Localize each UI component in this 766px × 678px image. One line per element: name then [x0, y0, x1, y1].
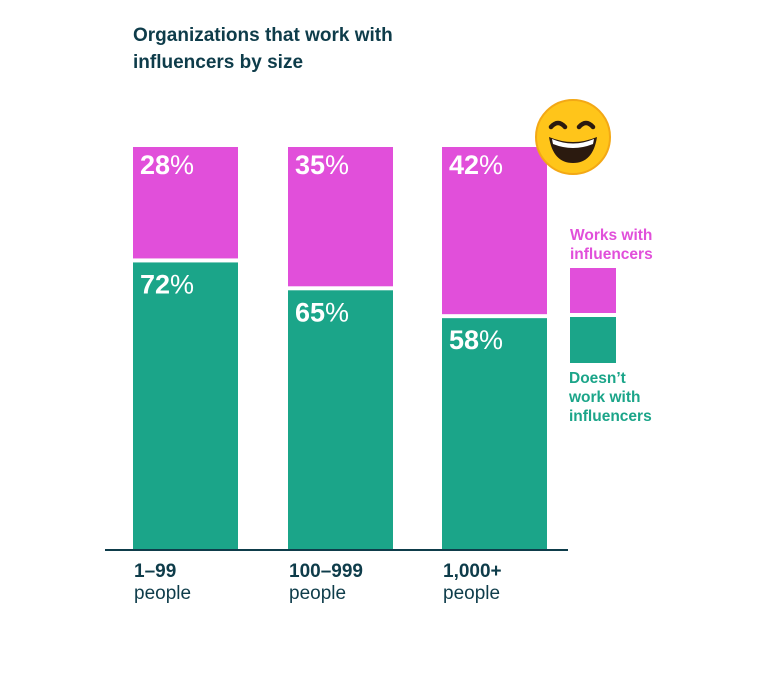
data-label-works-0: 28% [140, 150, 194, 180]
bar-doesnt-1 [288, 290, 393, 549]
x-tick-label-top-2: 1,000+ [443, 561, 502, 582]
chart-title: Organizations that work with influencers… [133, 25, 393, 73]
legend-swatch-works [570, 268, 616, 313]
x-tick-label-top-0: 1–99 [134, 561, 176, 582]
data-label-works-1: 35% [295, 150, 349, 180]
legend-label-doesnt: Doesn’t work with influencers [569, 370, 652, 425]
bar-works-0 [133, 147, 238, 259]
data-label-works-2: 42% [449, 150, 503, 180]
x-tick-label-bottom-1: people [289, 583, 346, 604]
data-label-doesnt-2: 58% [449, 325, 503, 355]
bar-works-1 [288, 147, 393, 287]
bar-doesnt-2 [442, 318, 547, 549]
bar-doesnt-0 [133, 262, 238, 549]
data-label-doesnt-1: 65% [295, 297, 349, 327]
data-label-doesnt-0: 72% [140, 269, 194, 299]
bar-works-2 [442, 147, 547, 315]
grinning-face-with-squinting-eyes-icon [535, 99, 611, 175]
legend-swatch-doesnt [570, 317, 616, 363]
x-tick-label-top-1: 100–999 [289, 561, 363, 582]
x-tick-label-bottom-2: people [443, 583, 500, 604]
x-tick-label-bottom-0: people [134, 583, 191, 604]
legend-label-works: Works with influencers [570, 227, 653, 263]
